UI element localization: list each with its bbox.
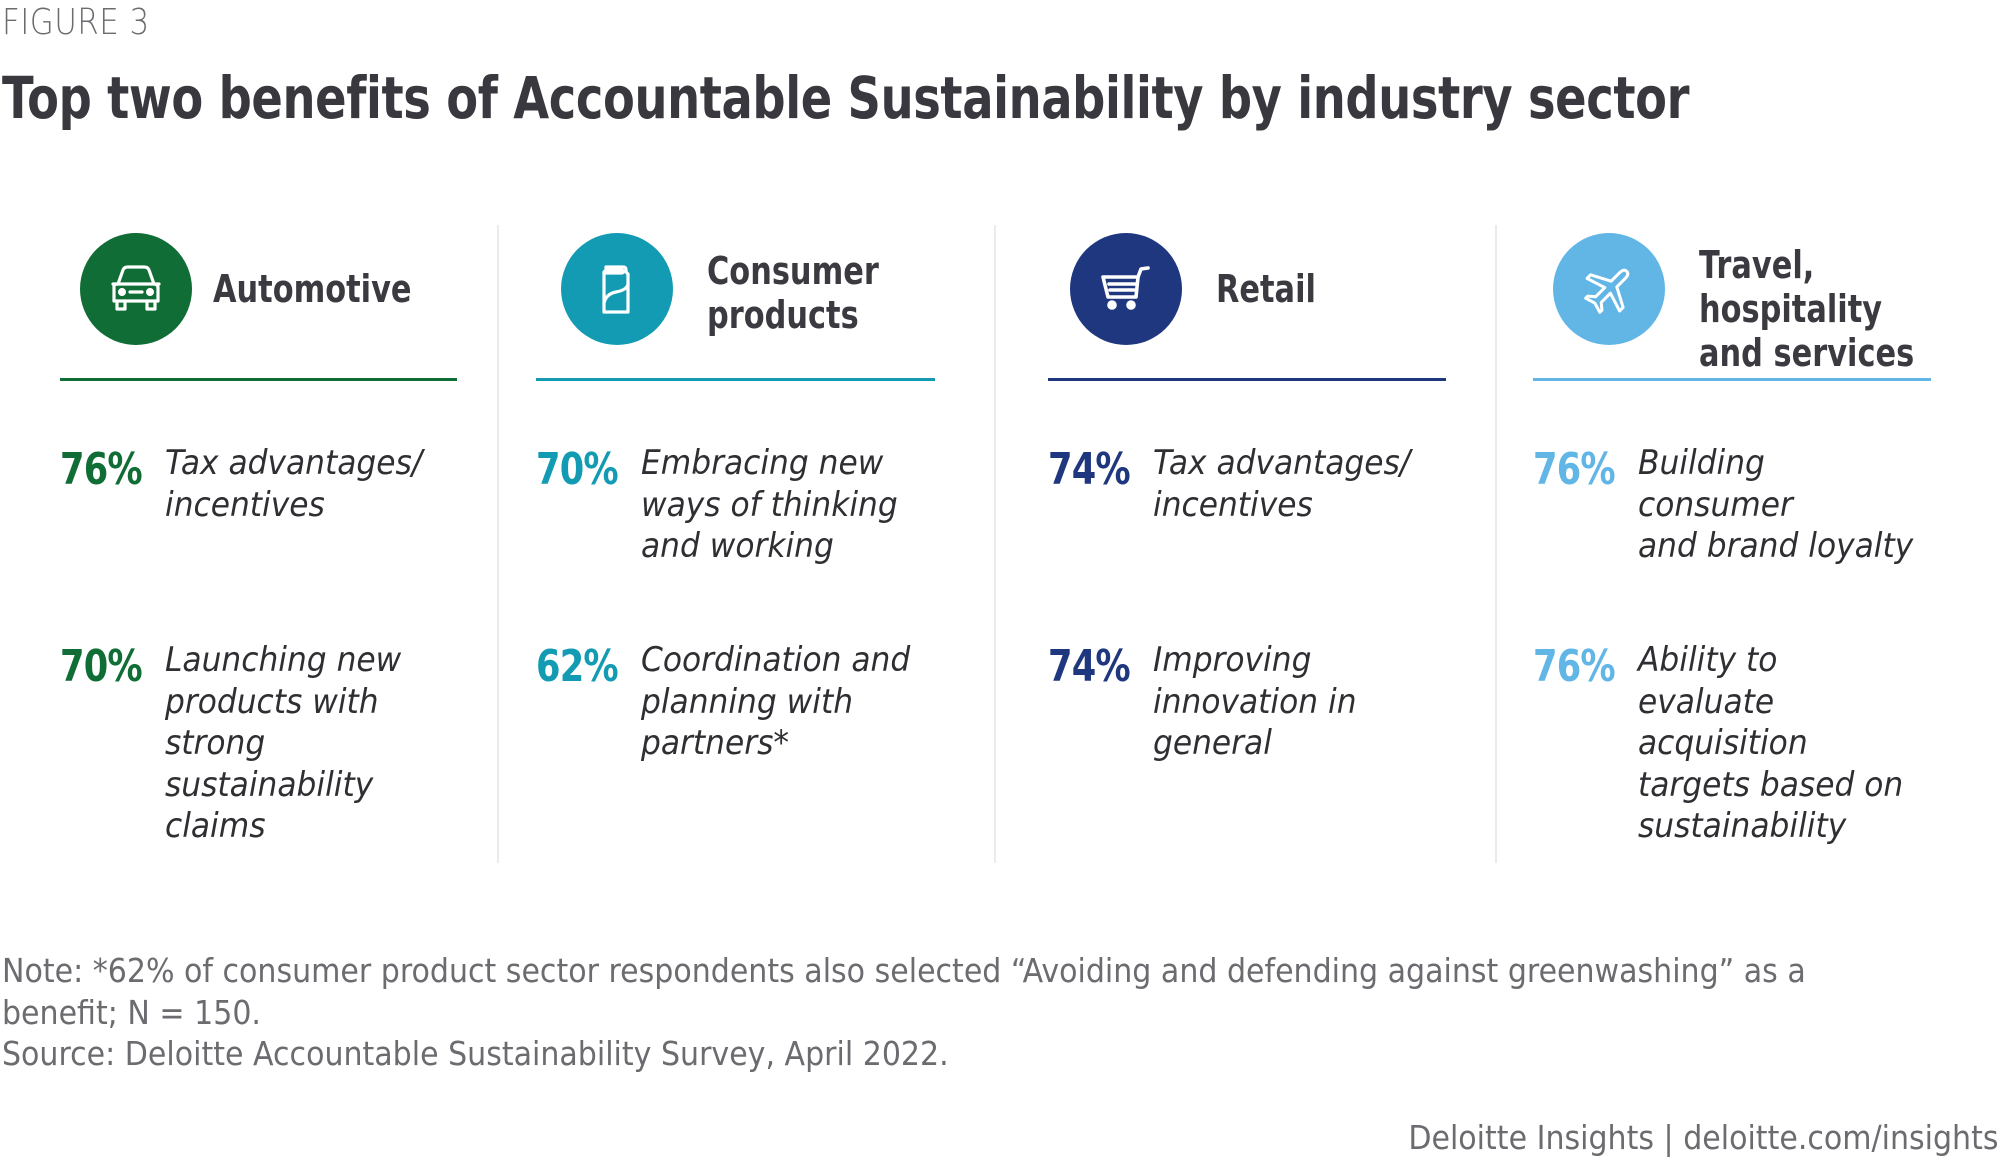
benefit-percent: 76% <box>1533 641 1616 692</box>
figure-title: Top two benefits of Accountable Sustaina… <box>2 64 1690 132</box>
benefit-text: Improving innovation in general <box>1153 640 1357 763</box>
benefit-item: 74% Tax advantages/ incentives <box>1048 443 1453 526</box>
airplane-icon <box>1553 233 1665 345</box>
benefit-item: 76% Building consumer and brand loyalty <box>1533 443 1938 568</box>
benefit-percent: 76% <box>1533 444 1616 495</box>
sector-name: Travel, hospitality and services <box>1699 243 1915 375</box>
footnote-source: Note: *62% of consumer product sector re… <box>2 951 1806 1073</box>
benefit-item: 76% Tax advantages/ incentives <box>60 443 465 526</box>
figure-label: FIGURE 3 <box>2 2 150 43</box>
benefit-item: 76% Ability to evaluate acquisition targ… <box>1533 640 1938 848</box>
shopping-cart-icon <box>1070 233 1182 345</box>
benefit-percent: 74% <box>1048 641 1131 692</box>
sector-underline <box>1048 378 1446 381</box>
benefit-item: 74% Improving innovation in general <box>1048 640 1453 765</box>
sector-underline <box>536 378 935 381</box>
benefit-percent: 76% <box>60 444 143 495</box>
benefit-text: Embracing new ways of thinking and worki… <box>641 443 898 566</box>
car-icon <box>80 233 192 345</box>
benefit-percent: 74% <box>1048 444 1131 495</box>
benefit-percent: 62% <box>536 641 619 692</box>
benefit-item: 70% Launching new products with strong s… <box>60 640 465 848</box>
column-divider <box>994 225 996 863</box>
benefit-text: Tax advantages/ incentives <box>165 443 423 525</box>
brand-credit: Deloitte Insights | deloitte.com/insight… <box>1407 1118 1998 1157</box>
benefit-item: 70% Embracing new ways of thinking and w… <box>536 443 941 568</box>
benefit-percent: 70% <box>536 444 619 495</box>
sector-underline <box>60 378 457 381</box>
benefit-item: 62% Coordination and planning with partn… <box>536 640 941 765</box>
sector-name: Automotive <box>213 267 412 311</box>
benefit-text: Coordination and planning with partners* <box>641 640 911 763</box>
column-divider <box>497 225 499 863</box>
benefit-percent: 70% <box>60 641 143 692</box>
package-icon <box>561 233 673 345</box>
sector-name: Consumer products <box>707 249 879 337</box>
sector-underline <box>1533 378 1931 381</box>
benefit-text: Tax advantages/ incentives <box>1153 443 1411 525</box>
benefit-text: Building consumer and brand loyalty <box>1638 443 1914 566</box>
benefit-text: Ability to evaluate acquisition targets … <box>1638 640 1904 846</box>
sector-name: Retail <box>1216 267 1316 311</box>
column-divider <box>1495 225 1497 863</box>
benefit-text: Launching new products with strong susta… <box>165 640 402 846</box>
